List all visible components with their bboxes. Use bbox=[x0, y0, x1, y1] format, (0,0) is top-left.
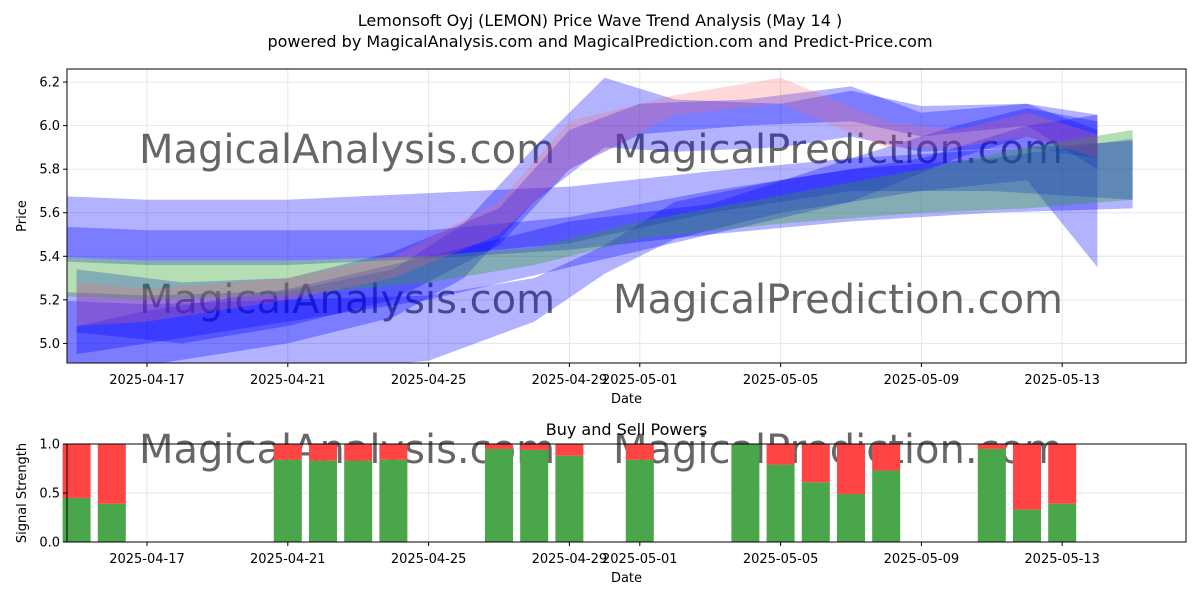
x-tick-label: 2025-04-21 bbox=[250, 552, 326, 567]
chart-subtitle: powered by MagicalAnalysis.com and Magic… bbox=[267, 32, 932, 51]
sell-bar bbox=[872, 444, 901, 471]
x-tick-label: 2025-05-01 bbox=[602, 552, 678, 567]
x-tick-label: 2025-05-05 bbox=[743, 552, 819, 567]
y-tick-label: 5.6 bbox=[39, 206, 60, 221]
buy-bar bbox=[801, 482, 830, 542]
watermark: MagicalPrediction.com bbox=[613, 277, 1063, 323]
sell-bar bbox=[977, 444, 1006, 449]
x-tick-label: 2025-05-01 bbox=[602, 373, 678, 388]
band-group bbox=[67, 77, 1133, 363]
sell-bar bbox=[766, 444, 795, 465]
buy-bar bbox=[485, 448, 513, 542]
y-tick-label: 0.5 bbox=[39, 487, 60, 502]
x-tick-label: 2025-05-13 bbox=[1024, 373, 1100, 388]
x-axis-label: Date bbox=[611, 571, 642, 586]
buy-bar bbox=[837, 493, 865, 542]
sell-bar bbox=[379, 444, 408, 460]
x-tick-label: 2025-04-17 bbox=[109, 552, 185, 567]
sell-bar bbox=[520, 444, 549, 450]
price-band bbox=[76, 77, 1098, 326]
buy-bar bbox=[273, 459, 302, 542]
sell-bar bbox=[625, 444, 654, 460]
sell-bar bbox=[273, 444, 302, 460]
watermark: MagicalAnalysis.com bbox=[139, 277, 555, 323]
x-tick-label: 2025-04-29 bbox=[532, 552, 608, 567]
buy-bar bbox=[379, 459, 408, 542]
x-tick-label: 2025-04-21 bbox=[250, 373, 326, 388]
sell-bar bbox=[555, 444, 584, 456]
y-tick-label: 5.4 bbox=[39, 250, 60, 265]
buy-bar bbox=[555, 455, 584, 542]
buy-bar bbox=[977, 448, 1006, 542]
sell-bar bbox=[1013, 444, 1041, 510]
sell-bar bbox=[344, 444, 373, 461]
y-tick-label: 6.2 bbox=[39, 76, 60, 91]
x-tick-label: 2025-04-25 bbox=[391, 373, 467, 388]
signal-panel: MagicalAnalysis.comMagicalPrediction.com… bbox=[15, 420, 1187, 586]
sell-bar bbox=[837, 444, 865, 494]
y-tick-label: 5.0 bbox=[39, 337, 60, 352]
sell-bar bbox=[309, 444, 337, 461]
price-band bbox=[67, 77, 1098, 363]
buy-bar bbox=[344, 460, 373, 542]
signal-panel-title: Buy and Sell Powers bbox=[546, 420, 708, 439]
buy-bar bbox=[1013, 509, 1041, 542]
x-axis-label: Date bbox=[611, 392, 642, 407]
buy-bar bbox=[731, 444, 760, 542]
buy-bar bbox=[872, 470, 901, 542]
price-band bbox=[67, 114, 1098, 363]
y-axis-label: Price bbox=[15, 200, 30, 232]
y-axis-label: Signal Strength bbox=[15, 443, 30, 543]
watermark: MagicalPrediction.com bbox=[613, 127, 1063, 173]
chart-title: Lemonsoft Oyj (LEMON) Price Wave Trend A… bbox=[358, 11, 842, 30]
sell-bar bbox=[485, 444, 513, 449]
price-band bbox=[76, 86, 1098, 344]
x-tick-label: 2025-05-09 bbox=[884, 552, 960, 567]
y-tick-label: 5.2 bbox=[39, 293, 60, 308]
x-tick-label: 2025-05-05 bbox=[743, 373, 819, 388]
buy-bar bbox=[97, 503, 126, 542]
watermark: MagicalAnalysis.com bbox=[139, 127, 555, 173]
buy-bar bbox=[520, 449, 549, 542]
buy-bar bbox=[309, 460, 337, 542]
price-band bbox=[67, 130, 1133, 300]
sell-bar bbox=[1048, 444, 1077, 504]
y-tick-label: 0.0 bbox=[39, 536, 60, 551]
x-tick-label: 2025-04-17 bbox=[109, 373, 185, 388]
buy-bar bbox=[766, 464, 795, 542]
y-tick-label: 6.0 bbox=[39, 119, 60, 134]
buy-bar bbox=[1048, 503, 1077, 542]
x-tick-label: 2025-04-25 bbox=[391, 552, 467, 567]
plot-frame bbox=[66, 68, 1187, 364]
price-panel: MagicalAnalysis.com MagicalPrediction.com… bbox=[15, 68, 1187, 407]
x-tick-label: 2025-05-13 bbox=[1024, 552, 1100, 567]
price-band bbox=[67, 140, 1133, 265]
sell-bar bbox=[97, 444, 126, 504]
price-band bbox=[67, 138, 1133, 261]
y-tick-label: 1.0 bbox=[39, 438, 60, 453]
buy-bar bbox=[625, 459, 654, 542]
x-tick-label: 2025-05-09 bbox=[884, 373, 960, 388]
price-band bbox=[76, 108, 1098, 355]
y-tick-label: 5.8 bbox=[39, 163, 60, 178]
sell-bar bbox=[801, 444, 830, 483]
x-tick-label: 2025-04-29 bbox=[532, 373, 608, 388]
